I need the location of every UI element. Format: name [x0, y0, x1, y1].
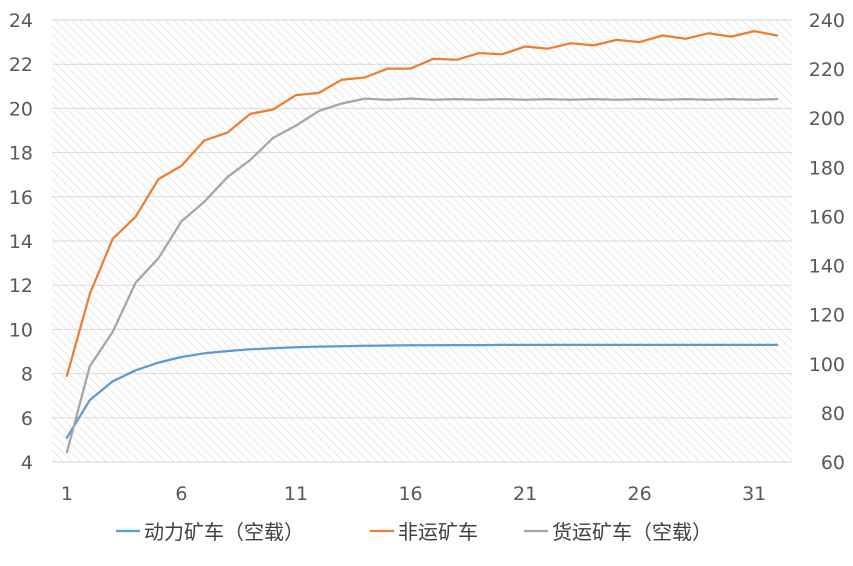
y-left-tick-label: 22 — [9, 54, 33, 76]
legend-label-2: 非运矿车 — [398, 520, 478, 544]
y-left-tick-label: 14 — [9, 231, 33, 253]
y-right-tick-label: 60 — [821, 452, 845, 474]
y-right-tick-label: 100 — [809, 354, 845, 376]
y-right-tick-label: 140 — [809, 256, 845, 278]
y-right-tick-label: 240 — [809, 10, 845, 32]
y-left-tick-label: 12 — [9, 275, 33, 297]
series-layer — [65, 29, 779, 454]
y-axis-left: 4 6 8 10 12 14 16 18 20 22 24 — [9, 10, 33, 474]
series-line-2 — [65, 29, 779, 377]
y-left-tick-label: 20 — [9, 98, 33, 120]
series-line-1 — [65, 343, 779, 439]
x-axis: 1 6 11 16 21 26 31 — [61, 483, 766, 505]
y-right-tick-label: 200 — [809, 108, 845, 130]
y-left-tick-label: 18 — [9, 143, 33, 165]
y-left-tick-label: 4 — [21, 452, 33, 474]
x-tick-label: 6 — [175, 483, 187, 505]
y-left-tick-label: 16 — [9, 187, 33, 209]
x-tick-label: 31 — [742, 483, 766, 505]
series-line-3 — [65, 97, 779, 454]
x-tick-label: 16 — [398, 483, 422, 505]
x-tick-label: 11 — [284, 483, 308, 505]
y-left-tick-label: 8 — [21, 364, 33, 386]
y-left-tick-label: 24 — [9, 10, 33, 32]
y-right-tick-label: 120 — [809, 305, 845, 327]
legend-label-1: 动力矿车（空载） — [144, 520, 304, 544]
y-right-tick-label: 80 — [821, 403, 845, 425]
y-right-tick-label: 160 — [809, 206, 845, 228]
y-left-tick-label: 6 — [21, 408, 33, 430]
y-right-tick-label: 220 — [809, 59, 845, 81]
legend-label-3: 货运矿车（空载） — [552, 520, 712, 544]
legend: 动力矿车（空载） 非运矿车 货运矿车（空载） — [116, 520, 712, 544]
x-tick-label: 21 — [513, 483, 537, 505]
x-tick-label: 26 — [628, 483, 652, 505]
x-tick-label: 1 — [61, 483, 73, 505]
y-right-tick-label: 180 — [809, 157, 845, 179]
y-left-tick-label: 10 — [9, 319, 33, 341]
y-axis-right: 60 80 100 120 140 160 180 200 220 240 — [809, 10, 845, 474]
